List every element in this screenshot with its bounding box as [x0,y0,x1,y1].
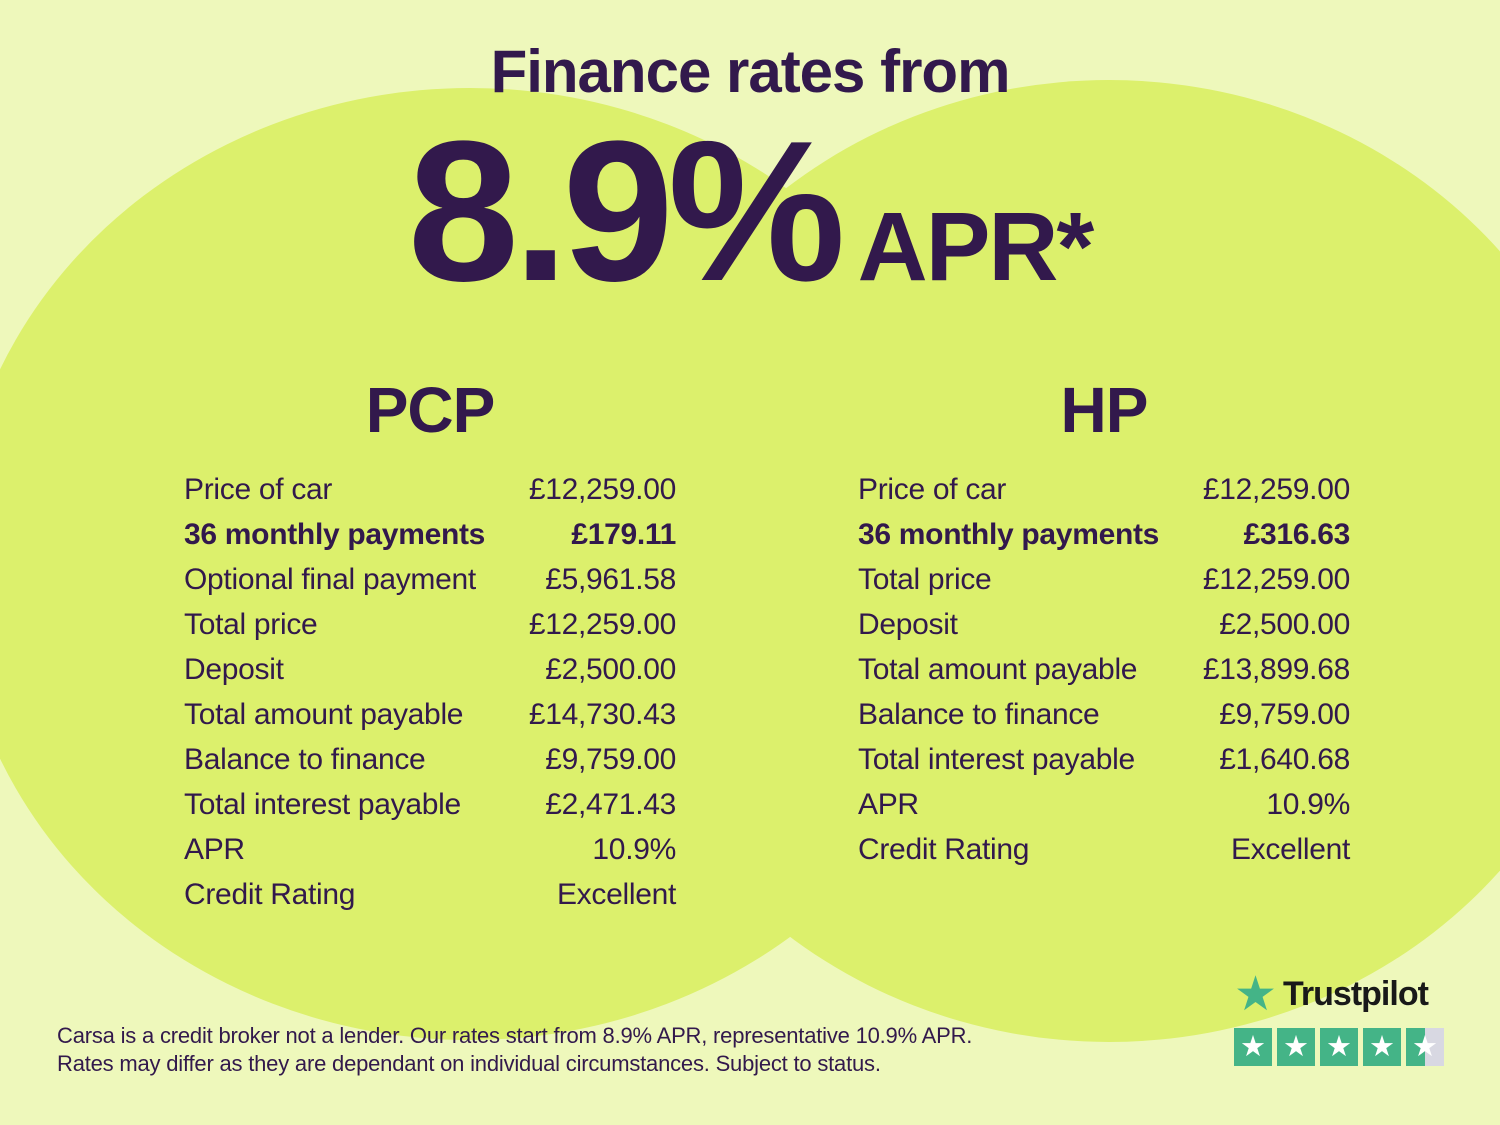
pcp-heading: PCP [365,374,496,446]
row-value: £9,759.00 [1219,697,1350,731]
row-label: Optional final payment [184,562,476,596]
hp-finance-table: HP Price of car £12,259.00 36 monthly paym… [858,378,1350,872]
row-label: 36 monthly payments [858,517,1160,551]
star-icon: ★ [1412,1028,1438,1063]
row-label: Total interest payable [184,787,461,821]
table-row: Price of car £12,259.00 [858,467,1350,512]
table-row: Total price £12,259.00 [184,602,676,647]
hp-heading: HP [1060,374,1149,446]
row-label: Total price [858,562,992,596]
rating-star-box: ★ [1406,1028,1444,1066]
table-row: Credit Rating Excellent [184,872,676,917]
trustpilot-widget: ★ Trustpilot ★ ★ ★ ★ ★ [1234,970,1444,1066]
disclaimer-line-1: Carsa is a credit broker not a lender. O… [57,1023,973,1048]
table-row: Deposit £2,500.00 [858,602,1350,647]
disclaimer-line-2: Rates may differ as they are dependant o… [57,1051,881,1076]
row-label: Total price [184,607,318,641]
table-row: Total interest payable £2,471.43 [184,782,676,827]
trustpilot-brand-name: Trustpilot [1283,974,1429,1013]
rating-star-box: ★ [1363,1028,1401,1066]
row-label: Total interest payable [858,742,1135,776]
row-value: £5,961.58 [545,562,676,596]
star-icon: ★ [1369,1028,1395,1063]
rating-star-box: ★ [1320,1028,1358,1066]
row-label: Deposit [184,652,284,686]
row-value: £12,259.00 [528,607,676,641]
hp-rows: Price of car £12,259.00 36 monthly payment… [858,467,1350,872]
table-row: Total amount payable £13,899.68 [858,647,1350,692]
row-value: £179.11 [571,517,676,551]
table-row: Balance to finance £9,759.00 [184,737,676,782]
row-label: Price of car [184,472,333,506]
headline-rate: 8.9% APR* [0,112,1500,312]
row-value: £316.63 [1243,517,1351,551]
row-value: Excellent [556,877,676,911]
row-label: Credit Rating [858,832,1030,866]
row-label: Deposit [858,607,958,641]
table-row: Total interest payable £1,640.68 [858,737,1350,782]
row-label: APR [858,787,919,821]
rate-asterisk: * [1056,192,1094,301]
row-value: £2,500.00 [1219,607,1350,641]
table-row: Credit Rating Excellent [858,827,1350,872]
disclaimer: Carsa is a credit broker not a lender. O… [57,1022,972,1078]
trustpilot-star-icon: ★ [1234,966,1278,1022]
star-icon: ★ [1240,1028,1266,1063]
table-row: Balance to finance £9,759.00 [858,692,1350,737]
rate-unit: APR* [858,198,1095,295]
row-label: 36 monthly payments [184,517,486,551]
row-label: Price of car [858,472,1007,506]
row-label: Balance to finance [184,742,426,776]
row-value: £12,259.00 [1202,472,1350,506]
table-row: APR 10.9% [858,782,1350,827]
row-value: £13,899.68 [1202,652,1350,686]
table-row: Optional final payment £5,961.58 [184,557,676,602]
row-value: £12,259.00 [1202,562,1350,596]
star-icon: ★ [1326,1028,1352,1063]
table-row: 36 monthly payments £179.11 [184,512,676,557]
rating-star-box: ★ [1234,1028,1272,1066]
table-row: Total price £12,259.00 [858,557,1350,602]
table-row: APR 10.9% [184,827,676,872]
table-row: Deposit £2,500.00 [184,647,676,692]
row-label: Total amount payable [184,697,464,731]
row-value: £12,259.00 [528,472,676,506]
pcp-finance-table: PCP Price of car £12,259.00 36 monthly pay… [184,378,676,917]
star-icon: ★ [1283,1028,1309,1063]
row-label: Balance to finance [858,697,1100,731]
background-circle-right [598,80,1500,1042]
row-value: £2,471.43 [545,787,676,821]
row-value: £1,640.68 [1219,742,1350,776]
page-title: Finance rates from [490,38,1011,105]
row-value: 10.9% [1266,787,1350,821]
row-label: Credit Rating [184,877,356,911]
trustpilot-rating-stars: ★ ★ ★ ★ ★ [1234,1028,1444,1066]
table-row: 36 monthly payments £316.63 [858,512,1350,557]
table-row: Total amount payable £14,730.43 [184,692,676,737]
rate-unit-label: APR [857,192,1059,301]
pcp-rows: Price of car £12,259.00 36 monthly payment… [184,467,676,917]
row-value: 10.9% [592,832,676,866]
row-value: Excellent [1230,832,1350,866]
trustpilot-logo: ★ Trustpilot [1234,970,1444,1018]
rating-star-box: ★ [1277,1028,1315,1066]
table-row: Price of car £12,259.00 [184,467,676,512]
rate-value: 8.9% [407,100,846,323]
row-value: £14,730.43 [528,697,676,731]
row-label: APR [184,832,245,866]
row-value: £2,500.00 [545,652,676,686]
row-label: Total amount payable [858,652,1138,686]
row-value: £9,759.00 [545,742,676,776]
